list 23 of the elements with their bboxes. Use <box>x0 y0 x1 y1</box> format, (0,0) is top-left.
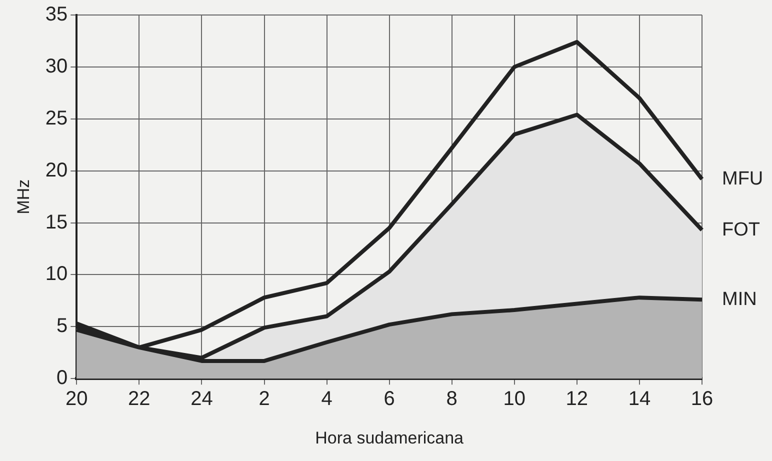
series-label: MIN <box>722 288 757 310</box>
x-tick-label: 8 <box>446 388 458 410</box>
x-tick-label: 6 <box>384 388 395 410</box>
y-tick-label: 30 <box>45 55 68 78</box>
series-label: MFU <box>722 168 764 190</box>
x-tick-label: 2 <box>258 388 270 410</box>
y-tick-label: 35 <box>45 4 68 26</box>
x-tick-label: 12 <box>566 388 588 410</box>
y-axis-title: MHz <box>14 179 33 214</box>
x-tick-label: 14 <box>628 388 651 410</box>
y-tick-label: 10 <box>45 263 68 286</box>
y-tick-label: 0 <box>56 367 68 390</box>
x-tick-label: 22 <box>128 388 150 410</box>
x-tick-label: 4 <box>321 388 332 410</box>
x-axis-title: Hora sudamericana <box>315 428 464 448</box>
x-tick-label: 24 <box>190 388 213 410</box>
x-tick-label: 10 <box>503 388 526 410</box>
y-tick-label: 20 <box>45 159 68 182</box>
y-tick-label: 5 <box>56 315 68 338</box>
series-label: FOT <box>722 219 760 240</box>
y-tick-label: 25 <box>45 107 68 130</box>
x-tick-label: 16 <box>690 388 714 410</box>
y-tick-label: 15 <box>45 211 68 234</box>
